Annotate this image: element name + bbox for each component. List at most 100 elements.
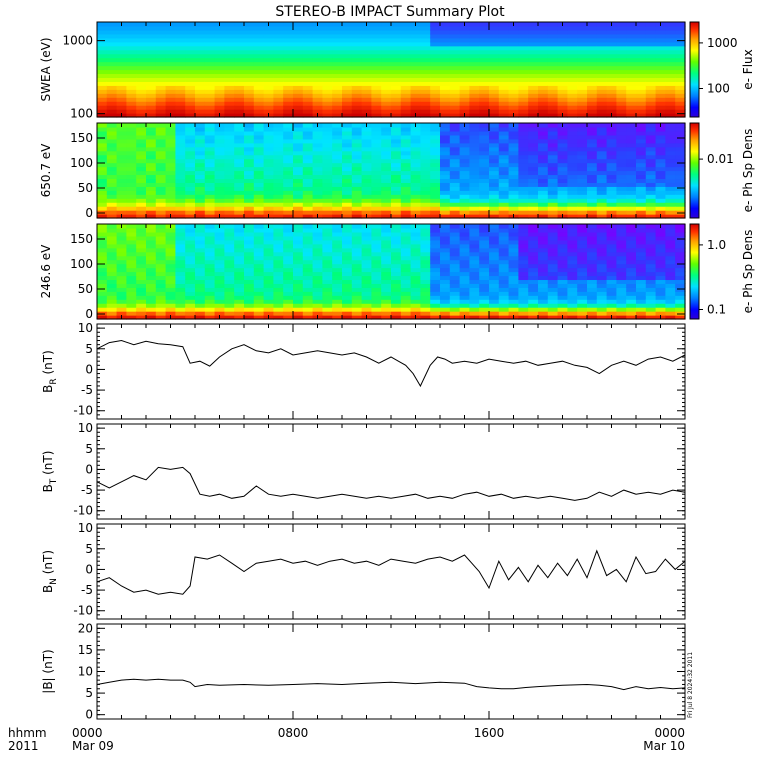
spectrogram-cell xyxy=(146,37,157,43)
plot-title: STEREO-B IMPACT Summary Plot xyxy=(275,4,505,20)
spectrogram-cell xyxy=(214,57,225,63)
spectrogram-cell xyxy=(263,267,274,273)
spectrogram-cell xyxy=(234,93,245,98)
spectrogram-cell xyxy=(361,53,372,59)
spectrogram-cell xyxy=(508,134,519,140)
spectrogram-cell xyxy=(665,109,676,114)
spectrogram-cell xyxy=(479,45,490,51)
spectrogram-cell xyxy=(234,194,245,199)
spectrogram-cell xyxy=(97,315,108,320)
spectrogram-cell xyxy=(165,243,176,249)
spectrogram-cell xyxy=(204,170,216,176)
spectrogram-cell xyxy=(332,210,343,215)
spectrogram-cell xyxy=(146,77,157,82)
spectrogram-cell xyxy=(400,235,412,241)
spectrogram-cell xyxy=(234,166,245,172)
spectrogram-cell xyxy=(665,49,676,55)
spectrogram-cell xyxy=(420,138,431,144)
spectrogram-cell xyxy=(332,275,343,281)
spectrogram-cell xyxy=(400,315,412,320)
spectrogram-cell xyxy=(626,210,637,215)
spectrogram-cell xyxy=(332,247,343,253)
spectrogram-cell xyxy=(214,307,225,312)
spectrogram-cell xyxy=(596,235,608,241)
spectrogram-cell xyxy=(263,291,274,296)
spectrogram-cell xyxy=(195,243,206,249)
spectrogram-cell xyxy=(440,49,451,55)
spectrogram-cell xyxy=(155,69,167,75)
spectrogram-cell xyxy=(312,190,323,195)
spectrogram-cell xyxy=(469,33,480,39)
spectrogram-cell xyxy=(489,41,500,47)
spectrogram-cell xyxy=(195,138,206,144)
spectrogram-cell xyxy=(587,142,598,148)
spectrogram-cell xyxy=(400,29,412,35)
spectrogram-cell xyxy=(400,81,412,86)
spectrogram-cell xyxy=(675,25,686,31)
spectrogram-cell xyxy=(322,178,333,183)
spectrogram-cell xyxy=(126,134,137,140)
spectrogram-cell xyxy=(312,138,323,144)
spectrogram-cell xyxy=(420,25,431,31)
spectrogram-cell xyxy=(420,247,431,253)
spectrogram-cell xyxy=(97,123,108,128)
spectrogram-cell xyxy=(146,49,157,55)
spectrogram-cell xyxy=(606,198,617,203)
spectrogram-cell xyxy=(293,210,304,215)
spectrogram-cell xyxy=(293,170,304,176)
spectrogram-cell xyxy=(655,251,666,257)
spectrogram-cell xyxy=(381,194,392,199)
spectrogram-cell xyxy=(489,194,500,199)
spectrogram-cell xyxy=(557,299,568,304)
spectrogram-cell xyxy=(165,227,176,233)
spectrogram-cell xyxy=(557,49,568,55)
spectrogram-cell xyxy=(430,45,441,51)
spectrogram-cell xyxy=(547,239,559,245)
spectrogram-cell xyxy=(538,22,549,27)
spectrogram-cell xyxy=(430,162,441,168)
y-tick-label: 0 xyxy=(85,708,93,722)
spectrogram-cell xyxy=(283,291,294,296)
spectrogram-cell xyxy=(577,134,588,140)
spectrogram-cell xyxy=(322,97,333,102)
colorbar-tick-label: 1000 xyxy=(707,36,738,50)
spectrogram-cell xyxy=(195,126,206,132)
spectrogram-cell xyxy=(518,259,529,265)
spectrogram-cell xyxy=(655,45,666,51)
spectrogram-cell xyxy=(302,69,314,75)
spectrogram-cell xyxy=(440,190,451,195)
y-tick-label: -5 xyxy=(81,383,93,397)
spectrogram-cell xyxy=(136,271,147,277)
spectrogram-cell xyxy=(322,166,333,172)
spectrogram-cell xyxy=(371,85,382,90)
spectrogram-cell xyxy=(577,178,588,183)
spectrogram-cell xyxy=(146,182,157,187)
spectrogram-cell xyxy=(538,194,549,199)
spectrogram-cell xyxy=(449,243,461,249)
spectrogram-cell xyxy=(636,101,647,106)
spectrogram-cell xyxy=(97,214,108,219)
spectrogram-cell xyxy=(420,97,431,102)
spectrogram-cell xyxy=(440,174,451,180)
spectrogram-cell xyxy=(106,89,118,94)
spectrogram-cell xyxy=(655,57,666,63)
spectrogram-cell xyxy=(547,25,559,31)
spectrogram-cell xyxy=(587,57,598,63)
spectrogram-cell xyxy=(106,162,118,168)
spectrogram-cell xyxy=(293,61,304,67)
spectrogram-cell xyxy=(332,263,343,269)
spectrogram-cell xyxy=(155,194,167,199)
spectrogram-cell xyxy=(547,162,559,168)
spectrogram-cell xyxy=(146,45,157,51)
spectrogram-cell xyxy=(234,142,245,148)
spectrogram-cell xyxy=(342,206,353,211)
spectrogram-cell xyxy=(126,162,137,168)
spectrogram-cell xyxy=(224,202,235,207)
spectrogram-cell xyxy=(332,303,343,308)
spectrogram-cell xyxy=(636,41,647,47)
spectrogram-cell xyxy=(518,178,529,183)
spectrogram-cell xyxy=(479,97,490,102)
spectrogram-cell xyxy=(136,202,147,207)
spectrogram-cell xyxy=(332,93,343,98)
spectrogram-cell xyxy=(391,73,402,79)
